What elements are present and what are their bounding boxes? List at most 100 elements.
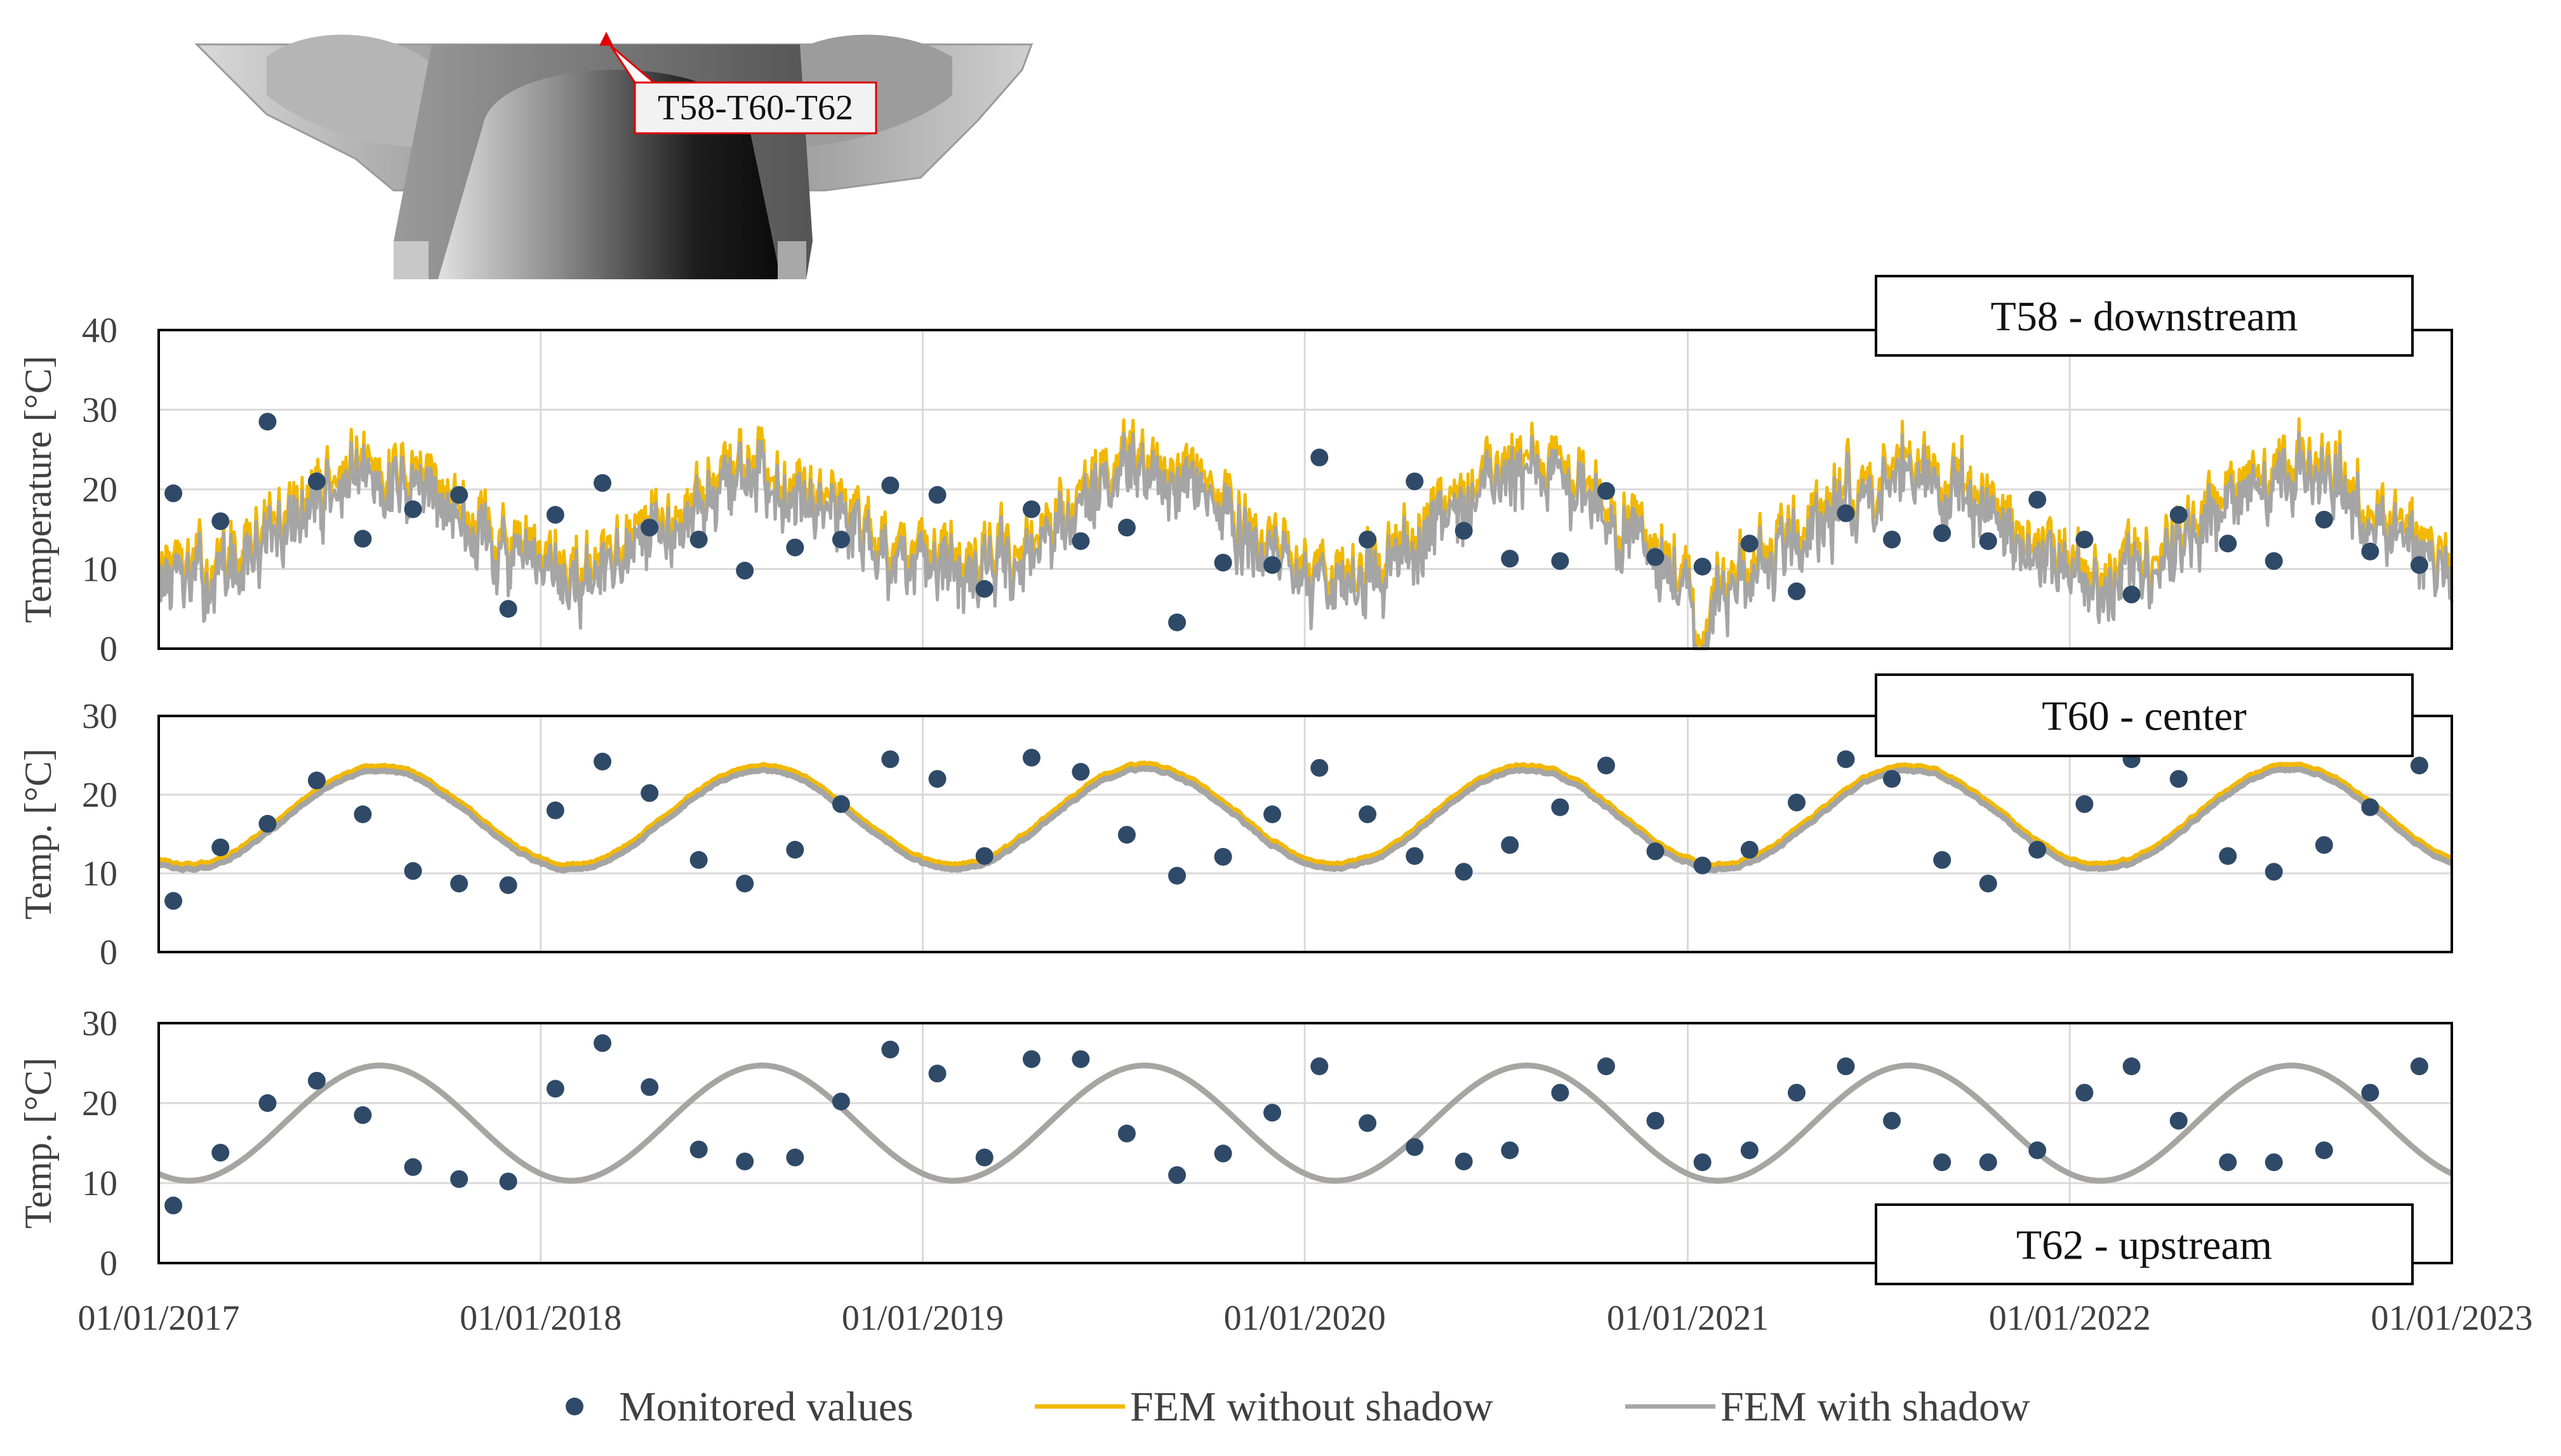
data-point (354, 1106, 372, 1124)
data-point (1979, 1153, 1997, 1172)
data-point (1406, 1138, 1424, 1156)
data-point (2265, 552, 2283, 570)
panel-title-box (1875, 673, 2414, 757)
data-point (2265, 863, 2283, 881)
data-point (1454, 863, 1473, 881)
data-point (1117, 826, 1136, 844)
data-point (2265, 1153, 2283, 1172)
data-point (2075, 531, 2094, 549)
data-point (1883, 770, 1901, 788)
data-point (2361, 798, 2379, 816)
y-axis-title: Temp. [°C] (17, 1057, 59, 1229)
data-point (450, 486, 469, 504)
series-line-3 (157, 1062, 2454, 1184)
series-line-2 (157, 760, 2454, 869)
data-point (975, 579, 994, 598)
x-tick-label: 01/01/2022 (1989, 1299, 2151, 1338)
data-point (928, 770, 947, 788)
chart-panel-3: 0 10 20 30 Temp. [°C] 01/01/2017 01/01/2018 01/… (17, 1004, 2533, 1338)
panel-title: T60 - center (2042, 693, 2247, 739)
data-point (211, 512, 230, 531)
data-point (1883, 531, 1901, 549)
sensor-marker (599, 32, 613, 46)
legend-item-1: Monitored values (566, 1384, 914, 1430)
data-point (2410, 757, 2428, 775)
data-point (881, 1040, 900, 1059)
panel-title: T62 - upstream (2016, 1222, 2272, 1269)
data-point (1310, 758, 1329, 777)
y-tick-label: 0 (100, 1244, 117, 1283)
data-point (404, 862, 422, 880)
legend-marker (566, 1398, 583, 1415)
data-point (1359, 531, 1377, 549)
data-point (1168, 613, 1187, 632)
data-point (258, 814, 277, 833)
data-point (2169, 1111, 2188, 1130)
panel-title-box (1875, 1203, 2414, 1285)
data-point (1837, 750, 1855, 769)
data-point (1740, 1141, 1759, 1160)
data-point (1883, 1111, 1901, 1130)
data-point (1788, 1083, 1806, 1102)
data-point (1022, 1050, 1041, 1068)
data-point (2028, 491, 2047, 509)
monitored-points (164, 1034, 2428, 1215)
data-point (1979, 875, 1997, 893)
data-point (164, 1196, 183, 1215)
data-point (1597, 1057, 1615, 1076)
data-point (1501, 1141, 1519, 1160)
data-point (786, 1148, 804, 1167)
data-point (881, 750, 900, 769)
data-point (1788, 793, 1806, 812)
data-point (2028, 1141, 2047, 1160)
data-point (689, 850, 708, 869)
x-tick-label: 01/01/2020 (1224, 1299, 1386, 1338)
data-point (2219, 1153, 2237, 1172)
data-point (1933, 524, 1952, 543)
panel-title-box (1875, 275, 2414, 357)
data-point (1263, 556, 1282, 574)
data-point (1693, 856, 1712, 875)
y-tick-label: 10 (82, 1164, 117, 1203)
callout-box (634, 81, 877, 135)
y-tick-label: 10 (82, 550, 117, 590)
data-point (1933, 850, 1952, 869)
y-tick-label: 20 (82, 1084, 117, 1123)
data-point (499, 876, 517, 894)
data-point (2410, 1057, 2428, 1076)
legend-item-3: FEM with shadow (1625, 1384, 2030, 1430)
chart-panel-2: 0 10 20 30 Temp. [°C] T60 - center (17, 673, 2454, 972)
data-point (2315, 1141, 2333, 1160)
legend-label: FEM without shadow (1130, 1384, 1493, 1430)
data-point (2122, 585, 2141, 604)
y-tick-label: 30 (82, 391, 117, 430)
data-point (1168, 866, 1187, 885)
data-point (2075, 1083, 2094, 1102)
data-point (1551, 1083, 1569, 1102)
data-point (211, 1144, 230, 1162)
data-point (1214, 1144, 1232, 1163)
data-point (1406, 847, 1424, 865)
y-tick-label: 10 (82, 854, 117, 894)
data-point (786, 538, 804, 557)
data-point (832, 795, 850, 813)
plot-frame (157, 715, 2453, 953)
data-point (975, 847, 994, 865)
data-point (1454, 522, 1473, 540)
legend-item-2: FEM without shadow (1035, 1384, 1493, 1430)
x-tick-label: 01/01/2018 (460, 1299, 622, 1338)
data-point (2028, 840, 2047, 859)
data-point (1597, 482, 1615, 500)
data-point (2219, 847, 2237, 865)
plot-frame (157, 329, 2453, 650)
series-line-3 (157, 765, 2454, 874)
data-point (2122, 1057, 2141, 1076)
data-point (164, 892, 183, 910)
data-point (1788, 582, 1806, 600)
y-tick-label: 0 (100, 933, 117, 972)
data-point (689, 531, 708, 549)
data-point (689, 1141, 708, 1159)
data-point (354, 805, 372, 823)
plot-frame (157, 1022, 2453, 1264)
data-point (1263, 805, 1282, 823)
